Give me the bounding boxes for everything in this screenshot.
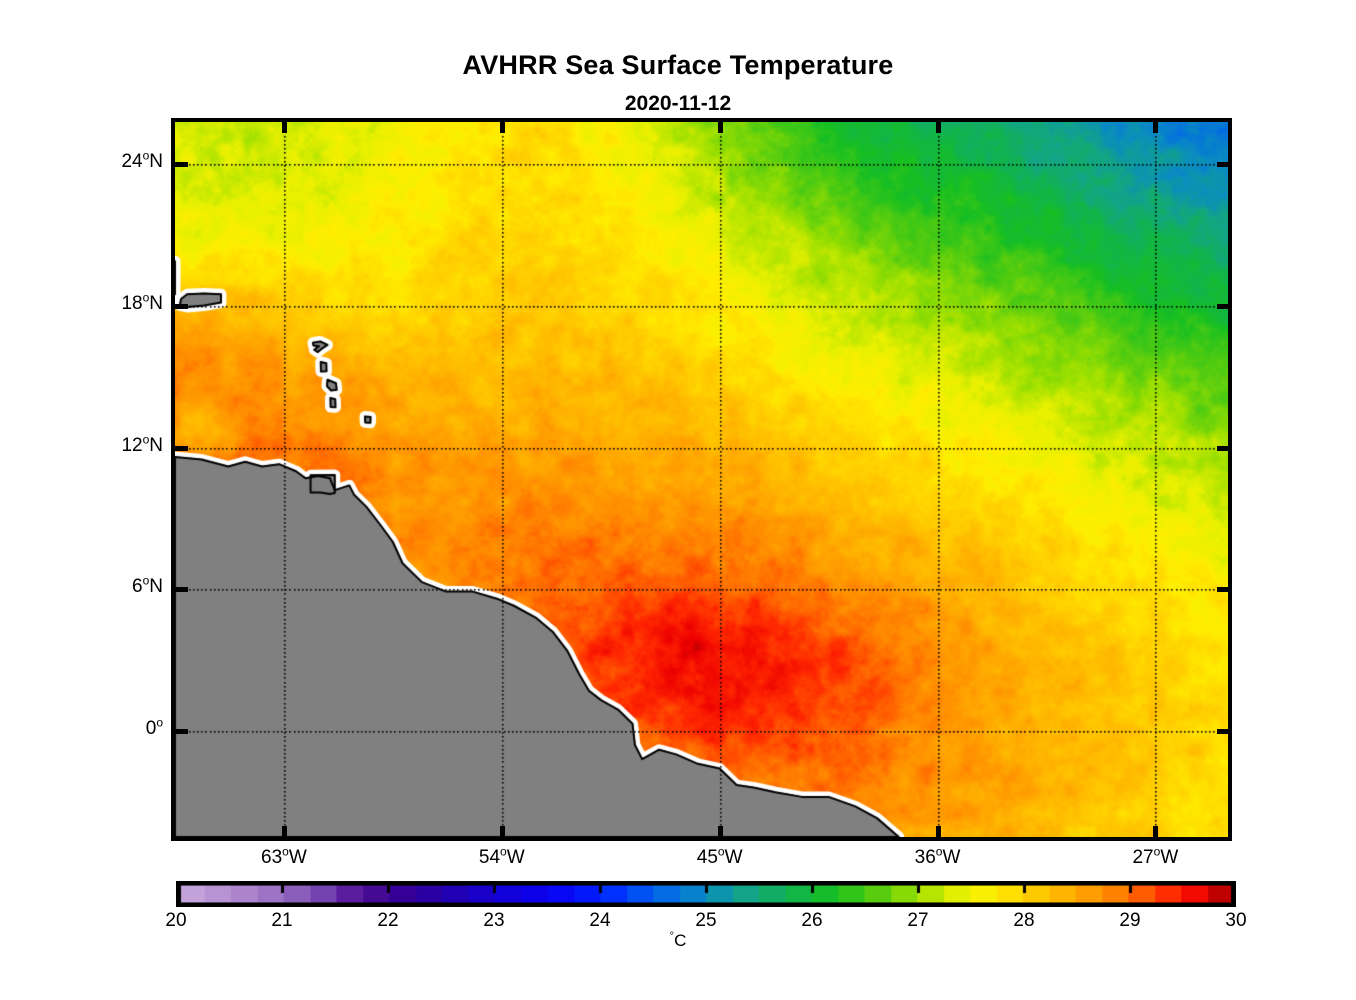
x-tick-mark-top <box>1153 120 1159 133</box>
colorbar-tick-label-29: 29 <box>1119 910 1141 931</box>
y-tick-mark <box>175 587 188 593</box>
y-tick-mark <box>175 728 188 734</box>
x-axis-tick-label-1: 54oW <box>478 844 525 868</box>
x-axis-tick-label-3: 36oW <box>914 844 961 868</box>
x-tick-mark-top <box>281 120 287 133</box>
y-tick-mark <box>175 162 188 168</box>
y-tick-mark <box>175 304 188 310</box>
colorbar[interactable] <box>176 881 1236 907</box>
x-tick-mark <box>717 826 723 839</box>
x-tick-mark-top <box>935 120 941 133</box>
colorbar-unit-text: C <box>674 931 687 950</box>
map-plot-area[interactable] <box>171 118 1232 841</box>
y-tick-mark-right <box>1217 445 1230 451</box>
colorbar-tick-label-25: 25 <box>695 910 717 931</box>
x-tick-mark-top <box>717 120 723 133</box>
colorbar-unit-label: °C <box>0 931 1356 951</box>
figure-subtitle-date: 2020-11-12 <box>624 92 732 115</box>
colorbar-tick-label-23: 23 <box>483 910 505 931</box>
y-axis-tick-label-0: 24oN <box>121 149 163 173</box>
x-axis-tick-label-0: 63oW <box>261 844 307 868</box>
colorbar-tick-label-20: 20 <box>165 910 187 931</box>
y-axis-tick-label-4: 0o <box>145 715 163 739</box>
colorbar-tick-label-28: 28 <box>1013 910 1035 931</box>
colorbar-tick-label-24: 24 <box>589 910 611 931</box>
x-tick-mark <box>499 826 505 839</box>
y-axis-tick-label-1: 18oN <box>121 290 163 315</box>
colorbar-tick-label-21: 21 <box>271 910 293 931</box>
colorbar-gradient <box>176 881 1236 907</box>
x-tick-mark <box>281 826 287 839</box>
y-tick-mark-right <box>1217 162 1230 168</box>
y-tick-mark <box>175 445 188 451</box>
y-axis-tick-label-2: 12oN <box>121 432 163 456</box>
colorbar-tick-label-30: 30 <box>1225 910 1247 931</box>
colorbar-tick-label-22: 22 <box>377 910 399 931</box>
y-tick-mark-right <box>1217 587 1230 593</box>
x-axis-tick-label-2: 45oW <box>696 844 743 868</box>
page-title: AVHRR Sea Surface Temperature <box>462 50 894 80</box>
sst-heatmap-canvas <box>175 122 1228 837</box>
x-tick-mark <box>935 826 941 839</box>
colorbar-tick-label-27: 27 <box>907 910 929 931</box>
colorbar-tick-label-26: 26 <box>801 910 823 931</box>
y-tick-mark-right <box>1217 728 1230 734</box>
degree-symbol-icon: ° <box>669 930 675 943</box>
x-axis-tick-label-4: 27oW <box>1132 844 1179 868</box>
x-tick-mark-top <box>499 120 505 133</box>
y-tick-mark-right <box>1217 304 1230 310</box>
y-axis-tick-label-3: 6oN <box>132 573 163 598</box>
x-tick-mark <box>1153 826 1159 839</box>
